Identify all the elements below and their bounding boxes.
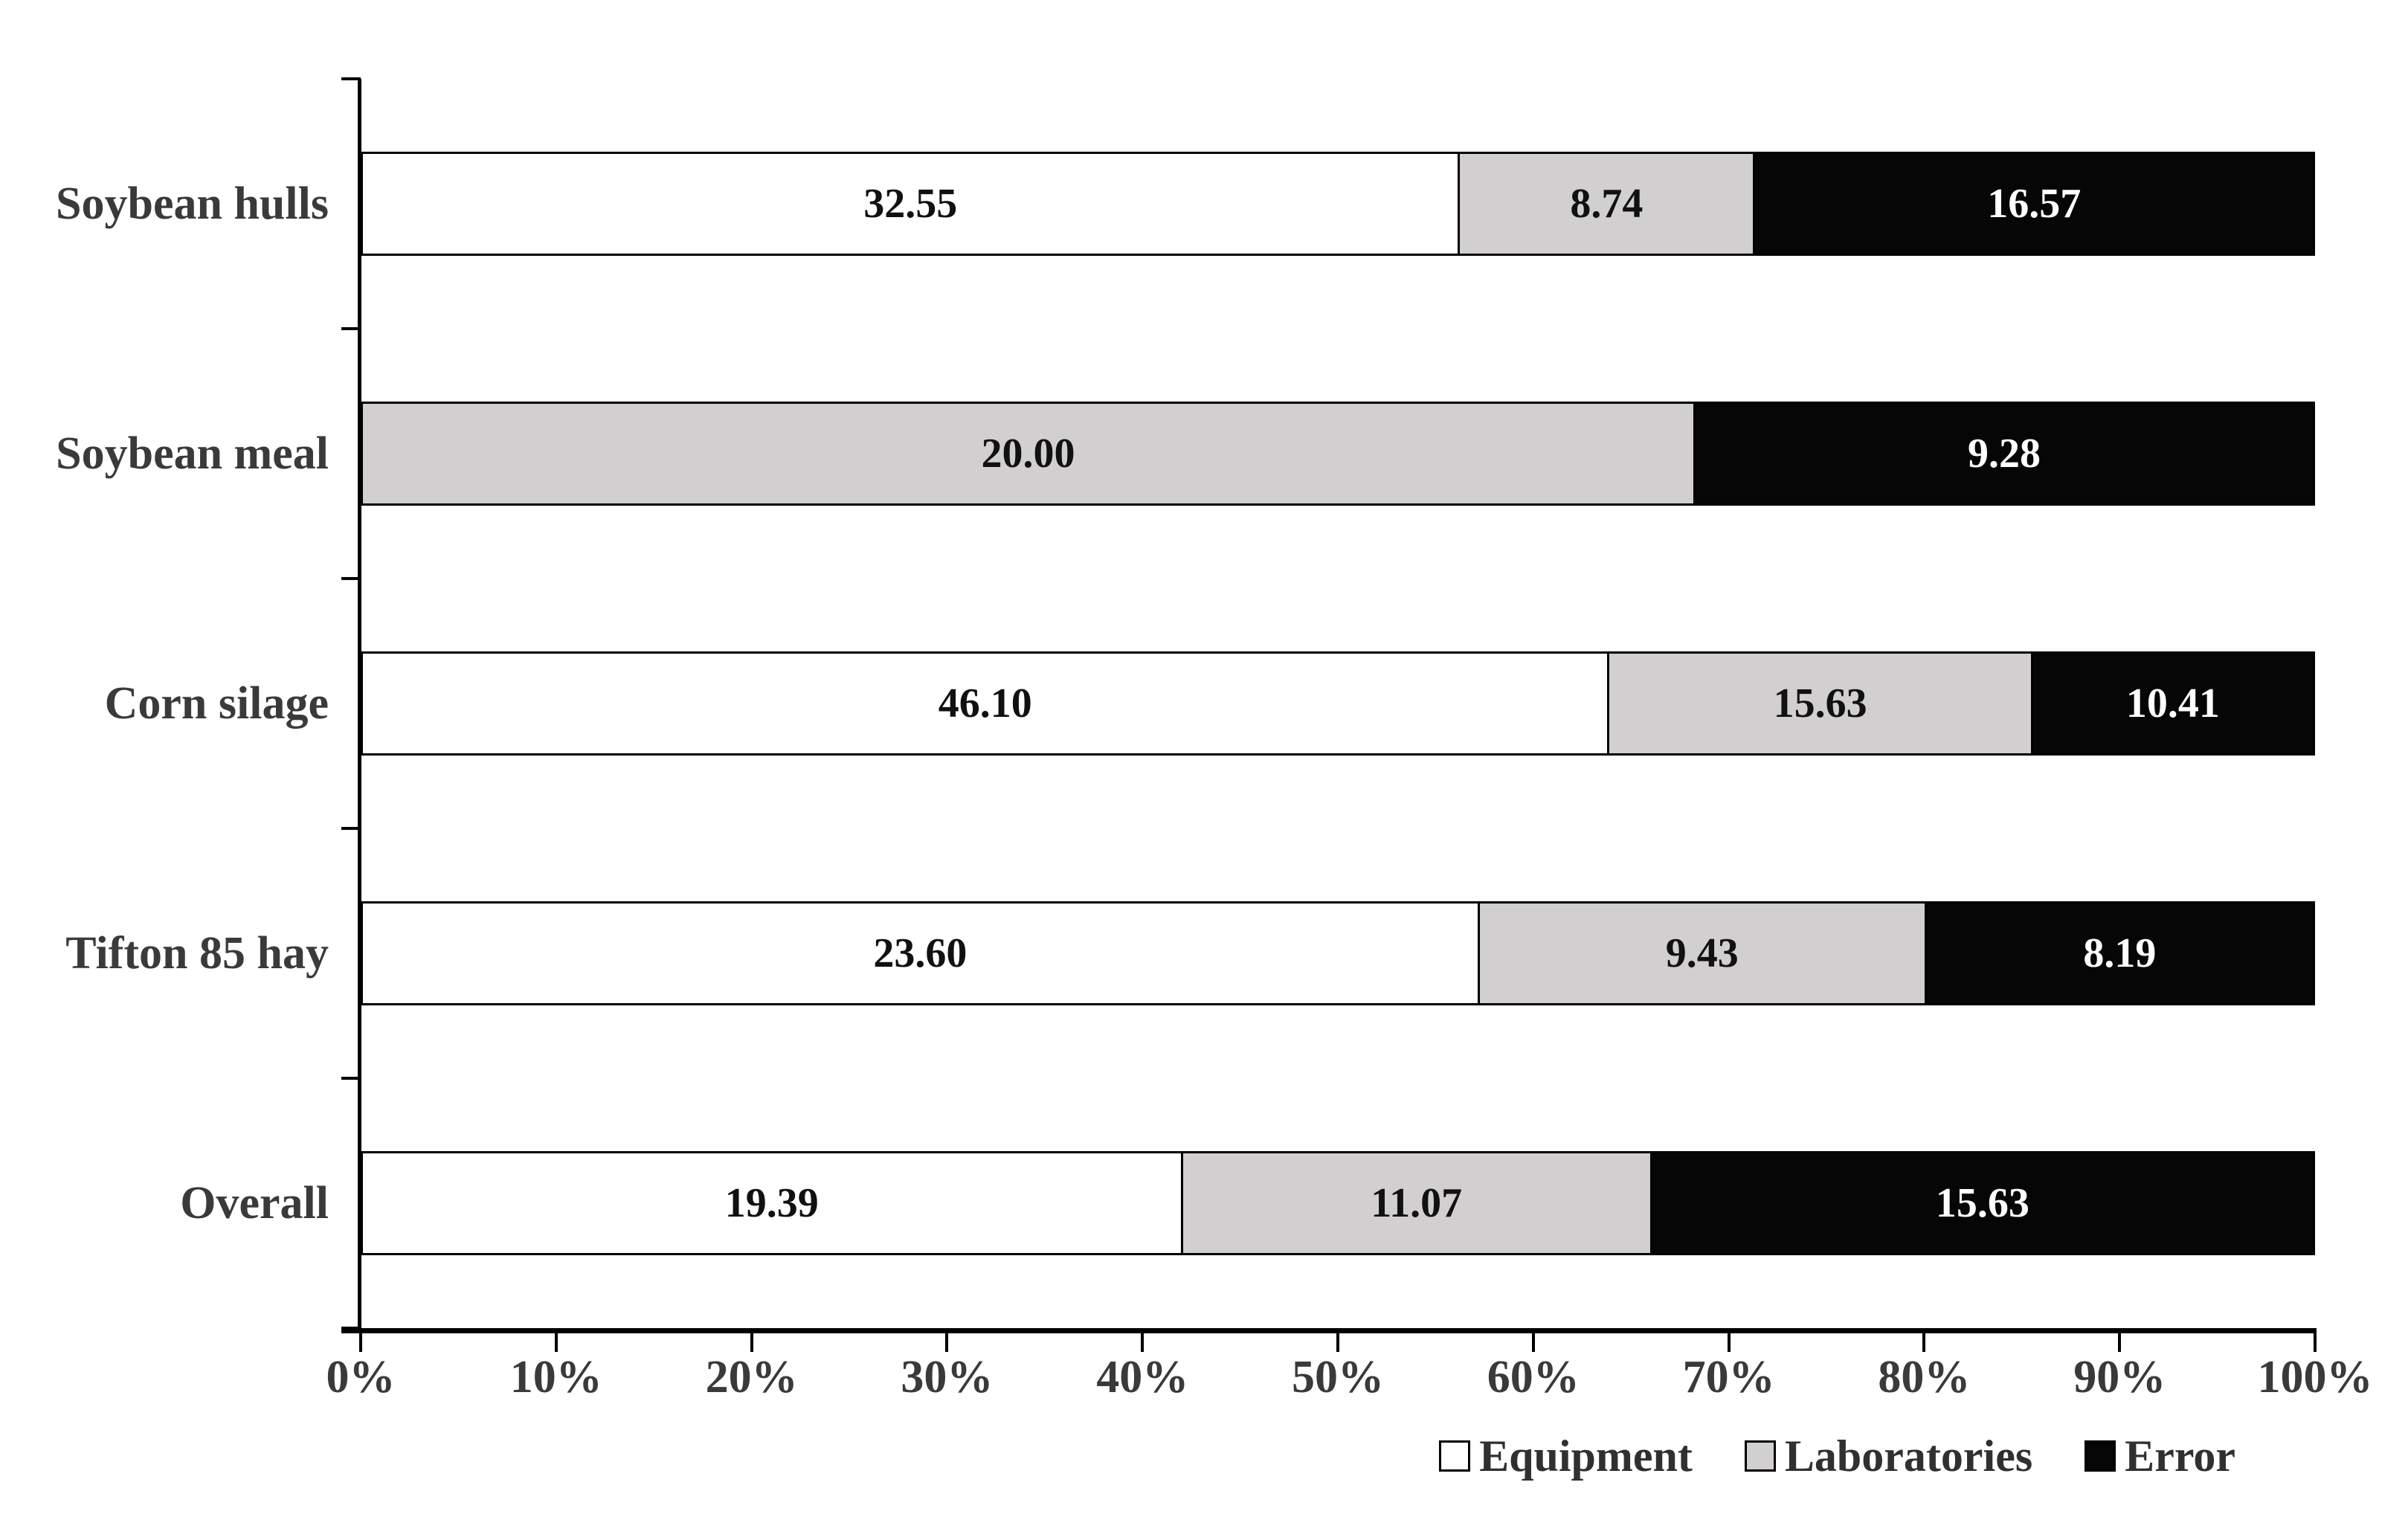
legend-label-laboratories: Laboratories <box>1784 1431 2033 1481</box>
data-label: 20.00 <box>981 431 1075 477</box>
category-label: Overall <box>180 1177 329 1228</box>
x-axis-tick <box>554 1328 558 1352</box>
y-axis-tick <box>341 327 361 330</box>
data-label: 15.63 <box>1773 680 1867 727</box>
x-tick-label: 90% <box>2073 1352 2166 1402</box>
bar-row: 23.60 9.43 8.19 <box>361 901 2315 1005</box>
data-label: 32.55 <box>863 181 958 227</box>
x-tick-label: 30% <box>901 1352 994 1402</box>
bar-segment-laboratories: 11.07 <box>1180 1151 1652 1255</box>
category-label: Soybean hulls <box>55 178 329 229</box>
legend-swatch-laboratories <box>1744 1440 1776 1472</box>
x-axis-tick <box>1727 1328 1731 1352</box>
x-tick-label: 60% <box>1487 1352 1580 1402</box>
data-label: 23.60 <box>873 930 968 976</box>
data-label: 15.63 <box>1935 1180 2029 1226</box>
x-axis-tick <box>1922 1328 1926 1352</box>
category-label: Tifton 85 hay <box>65 927 329 979</box>
y-axis-tick <box>341 827 361 830</box>
legend-swatch-equipment <box>1439 1440 1471 1472</box>
data-label: 8.19 <box>2083 930 2157 976</box>
bar-segment-equipment: 23.60 <box>361 901 1480 1005</box>
data-label: 19.39 <box>724 1180 819 1226</box>
y-axis-tick <box>341 77 361 80</box>
bar-segment-error: 9.28 <box>1693 402 2315 506</box>
legend-label-error: Error <box>2125 1431 2235 1481</box>
x-axis-tick <box>1141 1328 1145 1352</box>
category-label: Corn silage <box>104 677 329 729</box>
x-axis-tick <box>750 1328 753 1352</box>
bar-segment-laboratories: 8.74 <box>1458 152 1756 256</box>
x-tick-label: 10% <box>509 1352 602 1402</box>
legend-item-laboratories: Laboratories <box>1744 1431 2033 1482</box>
y-axis-tick <box>341 1077 361 1080</box>
y-axis-line <box>358 79 361 1333</box>
legend-item-error: Error <box>2085 1431 2235 1482</box>
x-tick-label: 70% <box>1682 1352 1775 1402</box>
bar-row: 20.00 9.28 <box>361 402 2315 506</box>
legend-item-equipment: Equipment <box>1439 1431 1693 1482</box>
data-label: 16.57 <box>1987 181 2082 227</box>
legend-label-equipment: Equipment <box>1479 1431 1693 1481</box>
bar-segment-equipment: 19.39 <box>361 1151 1183 1255</box>
bar-segment-equipment: 32.55 <box>361 152 1461 256</box>
x-axis-tick <box>1336 1328 1339 1352</box>
x-tick-label: 40% <box>1096 1352 1189 1402</box>
data-label: 9.43 <box>1665 930 1739 976</box>
data-label: 8.74 <box>1570 181 1644 227</box>
data-label: 46.10 <box>938 680 1032 727</box>
x-tick-label: 50% <box>1292 1352 1384 1402</box>
bar-segment-error: 10.41 <box>2030 651 2315 756</box>
x-axis-line <box>341 1328 2315 1333</box>
data-label: 11.07 <box>1371 1180 1463 1226</box>
bar-segment-laboratories: 20.00 <box>361 402 1696 506</box>
bar-row: 46.10 15.63 10.41 <box>361 651 2315 756</box>
y-axis-tick <box>341 577 361 580</box>
bar-segment-error: 15.63 <box>1649 1151 2315 1255</box>
data-label: 9.28 <box>1968 431 2041 477</box>
legend: Equipment Laboratories Error <box>1439 1425 2235 1487</box>
y-axis-tick <box>341 1327 361 1330</box>
x-axis-tick <box>2314 1328 2317 1352</box>
bar-segment-laboratories: 9.43 <box>1477 901 1927 1005</box>
x-tick-label: 80% <box>1878 1352 1971 1402</box>
bar-row: 32.55 8.74 16.57 <box>361 152 2315 256</box>
x-tick-label: 20% <box>705 1352 798 1402</box>
x-axis-tick <box>2118 1328 2122 1352</box>
data-label: 10.41 <box>2125 680 2220 727</box>
bar-row: 19.39 11.07 15.63 <box>361 1151 2315 1255</box>
x-tick-label: 0% <box>326 1352 396 1402</box>
bar-segment-error: 16.57 <box>1753 152 2315 256</box>
legend-swatch-error <box>2085 1440 2116 1472</box>
x-axis-tick <box>1531 1328 1535 1352</box>
bar-segment-equipment: 46.10 <box>361 651 1610 756</box>
bar-segment-error: 8.19 <box>1924 901 2315 1005</box>
category-label: Soybean meal <box>56 428 329 479</box>
x-axis-tick <box>359 1328 362 1352</box>
x-tick-label: 100% <box>2257 1352 2373 1402</box>
bar-segment-laboratories: 15.63 <box>1607 651 2033 756</box>
x-axis-tick <box>945 1328 949 1352</box>
